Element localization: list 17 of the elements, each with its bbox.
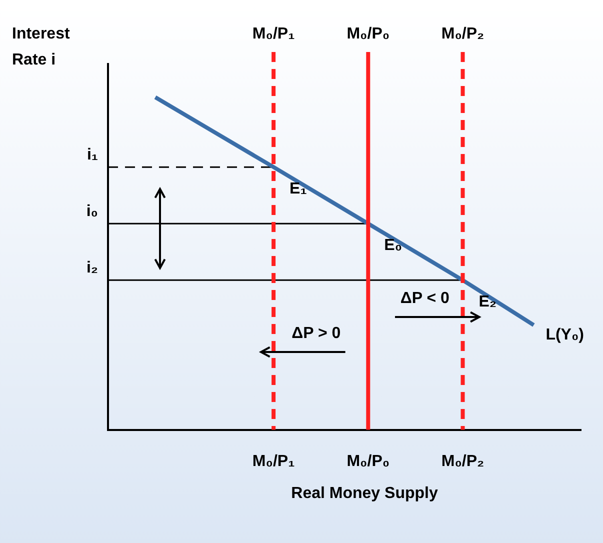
text: i₀ [86,203,98,220]
y-axis-title: Interest Rate i [12,25,70,68]
annotation: ΔP < 0 [400,290,450,308]
series-label: L(Y₀) [546,326,584,344]
x-axis-title: Real Money Supply [291,485,438,502]
text: M₀/P₁ [252,25,295,42]
annotation: E₂ [478,294,497,311]
text: M₀/P₀ [346,25,390,42]
text: i₁ [86,146,98,164]
x-tick-label: M₀/P₀ [346,452,390,470]
text: i₂ [86,260,98,277]
text: M₀/P₂ [441,25,484,42]
x-tick-label: M₀/P₂ [441,452,484,470]
annotation: E₀ [384,237,402,254]
annotation: ΔP > 0 [292,325,341,342]
x-tick-label: M₀/P₁ [252,452,296,470]
annotation: E₁ [290,180,308,198]
